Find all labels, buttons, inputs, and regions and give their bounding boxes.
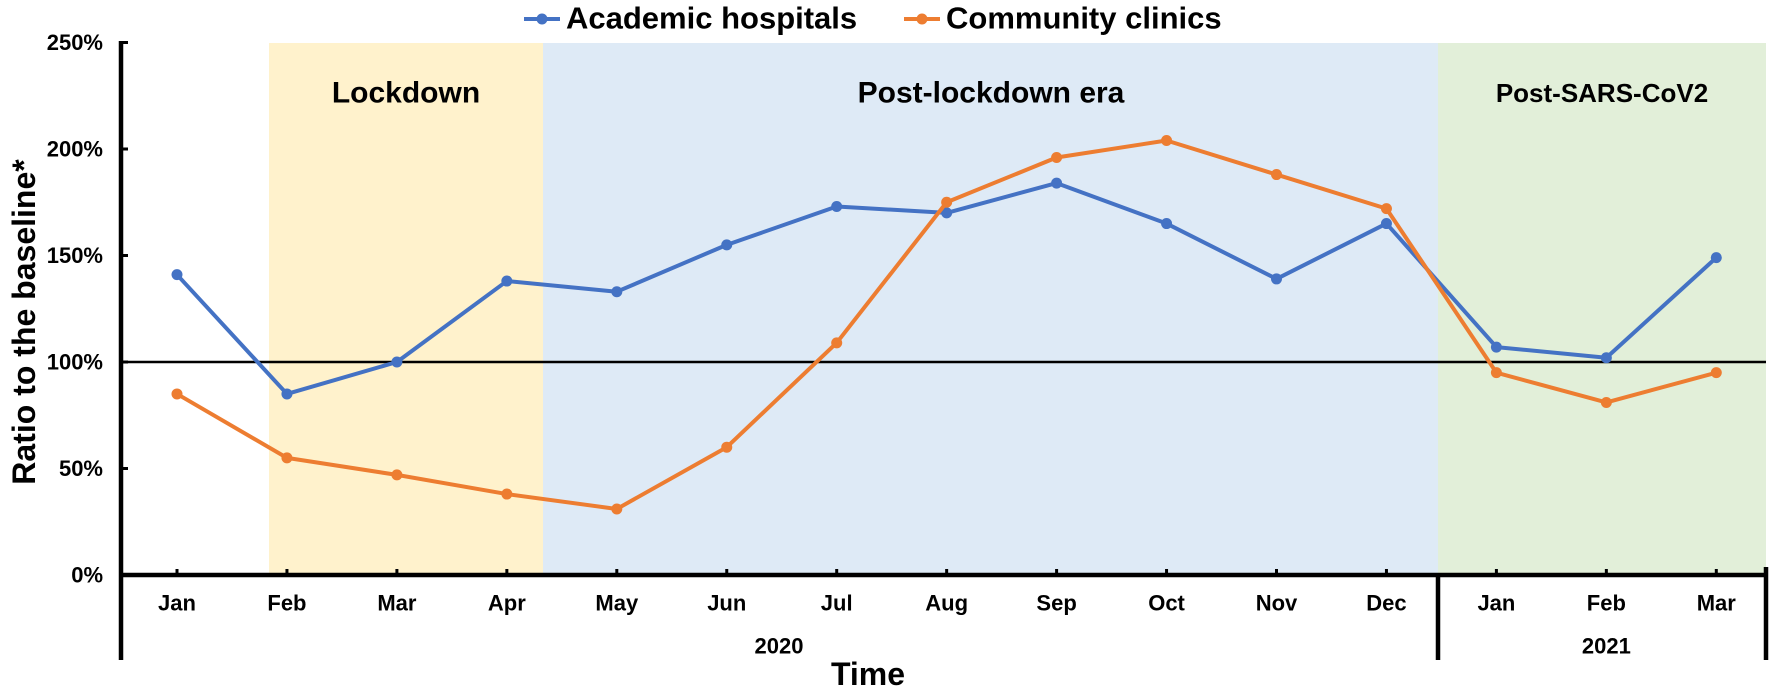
x-tick-label-jun: Jun [707, 591, 746, 616]
data-point-marker [1490, 367, 1502, 379]
data-point-marker [1710, 367, 1722, 379]
data-point-marker [171, 388, 183, 400]
data-point-marker [391, 356, 403, 368]
data-point-marker [281, 452, 293, 464]
axis-labels: Time Ratio to the baseline* [6, 159, 905, 691]
data-point-marker [831, 337, 843, 349]
legend-label: Academic hospitals [566, 1, 857, 36]
x-tick-label-apr: Apr [488, 591, 526, 616]
y-tick-label: 50% [59, 456, 103, 481]
x-tick-label-jan: Jan [1477, 591, 1515, 616]
y-tick-label: 200% [47, 137, 103, 162]
data-point-marker [941, 207, 953, 219]
region-label: Lockdown [332, 77, 480, 110]
data-point-marker [171, 269, 183, 281]
y-tick-label: 250% [47, 30, 103, 55]
data-point-marker [1380, 203, 1392, 215]
x-tick-label-jul: Jul [821, 591, 853, 616]
x-tick-label-jan: Jan [158, 591, 196, 616]
data-series [171, 134, 1722, 515]
data-point-marker [501, 488, 513, 500]
data-point-marker [1490, 341, 1502, 353]
legend-label: Community clinics [946, 1, 1222, 36]
data-point-marker [1161, 134, 1173, 146]
data-point-marker [391, 469, 403, 481]
x-tick-label-sep: Sep [1036, 591, 1076, 616]
y-tick-label: 0% [71, 563, 103, 588]
region-post-sars-cov2 [1438, 43, 1766, 575]
x-tick-label-dec: Dec [1366, 591, 1406, 616]
axes: 0% 50% 100% 150% 200% 250% Jan Feb Mar Apr May Jun J… [47, 30, 1769, 660]
year-label-2020: 2020 [755, 634, 804, 659]
period-regions [269, 43, 1766, 575]
data-point-marker [1271, 169, 1282, 181]
region-lockdown [269, 43, 543, 575]
data-point-marker [721, 441, 733, 453]
data-point-marker [1051, 152, 1063, 164]
region-label: Post-lockdown era [858, 77, 1125, 110]
data-point-marker [1710, 252, 1722, 264]
data-point-marker [941, 196, 953, 208]
region-label: Post-SARS-CoV2 [1496, 78, 1708, 108]
data-point-marker [1051, 177, 1063, 189]
series-community-clinics [171, 134, 1722, 515]
legend-marker-icon [536, 13, 548, 25]
x-tick-label-aug: Aug [925, 591, 968, 616]
series-academic-hospitals [171, 177, 1722, 400]
data-point-marker [1380, 218, 1392, 230]
y-tick-label: 150% [47, 243, 103, 268]
legend: Academic hospitals Community clinics [524, 1, 1222, 36]
data-point-marker [1600, 396, 1612, 408]
data-point-marker [831, 201, 843, 213]
data-point-marker [1271, 273, 1282, 285]
y-axis-title: Ratio to the baseline* [6, 159, 42, 485]
data-point-marker [721, 239, 733, 251]
year-label-2021: 2021 [1582, 634, 1631, 659]
data-point-marker [1161, 218, 1173, 230]
x-tick-label-oct: Oct [1148, 591, 1185, 616]
period-labels: Lockdown Post-lockdown era Post-SARS-CoV2 [332, 77, 1708, 110]
data-point-marker [611, 286, 623, 298]
region-post-lockdown-era [543, 43, 1438, 575]
data-point-marker [611, 503, 623, 515]
data-point-marker [281, 388, 293, 400]
data-point-marker [501, 275, 513, 287]
x-tick-label-feb: Feb [1587, 591, 1626, 616]
x-tick-label-nov: Nov [1256, 591, 1298, 616]
y-tick-label: 100% [47, 350, 103, 375]
x-tick-label-feb: Feb [267, 591, 306, 616]
x-tick-label-mar: Mar [1697, 591, 1737, 616]
data-point-marker [1600, 352, 1612, 364]
x-tick-label-mar: Mar [377, 591, 417, 616]
legend-marker-icon [916, 13, 928, 25]
x-tick-label-may: May [595, 591, 639, 616]
x-axis-title: Time [831, 656, 905, 691]
